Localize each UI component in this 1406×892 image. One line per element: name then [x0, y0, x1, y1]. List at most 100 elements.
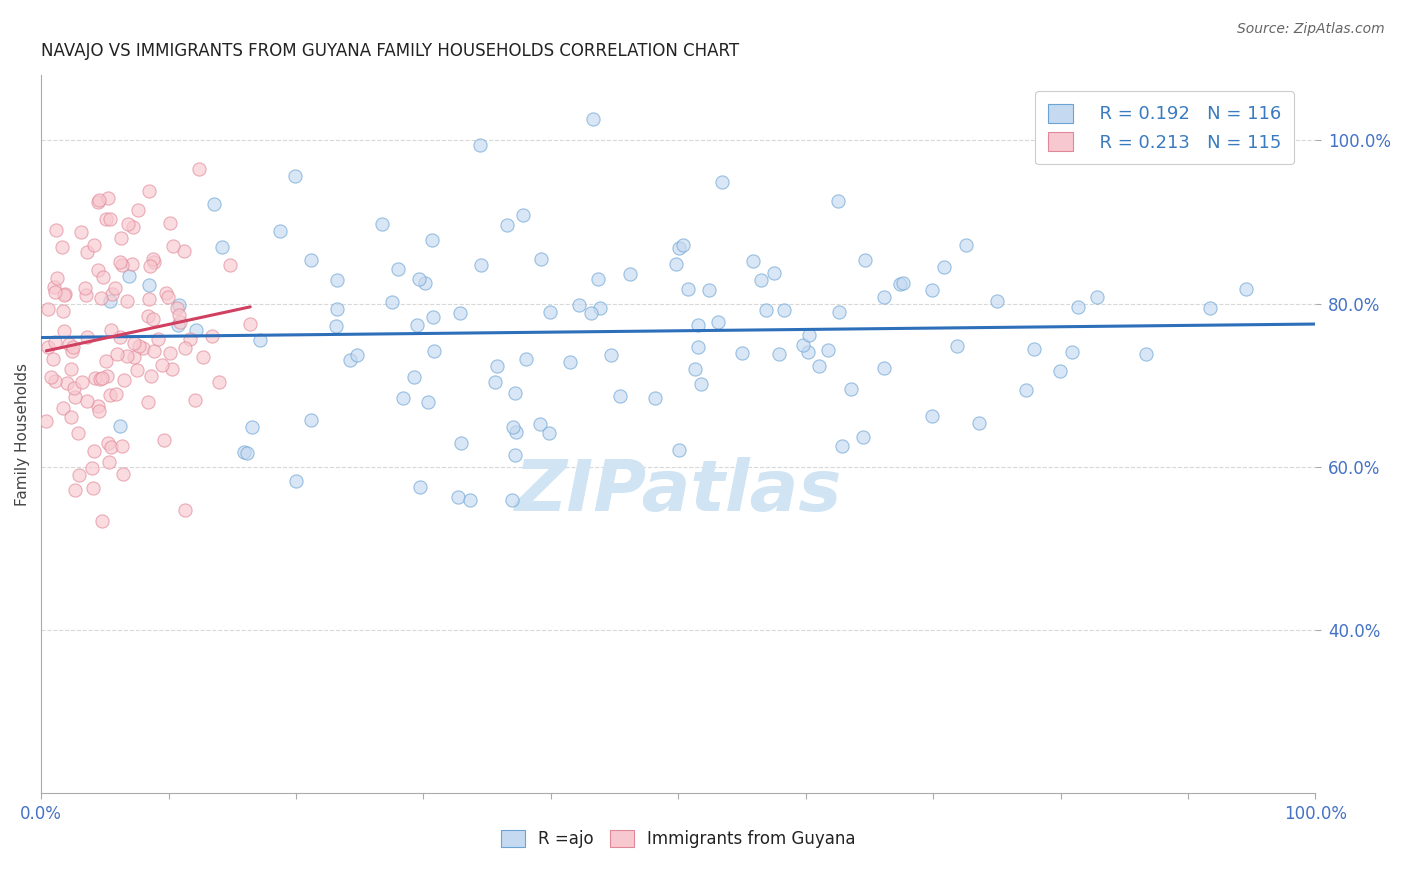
Point — [76, 329, 98, 343]
Point — [586, 272, 609, 286]
Point — [409, 480, 432, 494]
Point — [51, 239, 73, 253]
Point — [339, 353, 361, 368]
Point — [56, 376, 79, 391]
Point — [422, 310, 444, 325]
Point — [63, 483, 86, 497]
Point — [122, 220, 145, 235]
Point — [505, 425, 527, 440]
Point — [138, 277, 160, 292]
Point — [370, 217, 392, 231]
Point — [89, 372, 111, 386]
Point — [932, 260, 955, 274]
Point — [202, 197, 225, 211]
Point — [42, 351, 65, 366]
Point — [672, 238, 695, 252]
Point — [96, 369, 118, 384]
Point — [156, 290, 179, 304]
Point — [87, 399, 110, 413]
Point — [817, 343, 839, 357]
Point — [53, 288, 76, 302]
Point — [100, 441, 122, 455]
Point — [169, 315, 191, 329]
Point — [762, 267, 785, 281]
Point — [529, 417, 551, 432]
Point — [44, 334, 66, 349]
Point — [1135, 347, 1157, 361]
Point — [159, 216, 181, 230]
Point — [121, 257, 143, 271]
Point — [90, 371, 112, 385]
Point — [138, 292, 160, 306]
Point — [150, 358, 173, 372]
Point — [118, 268, 141, 283]
Point — [501, 493, 523, 508]
Text: NAVAJO VS IMMIGRANTS FROM GUYANA FAMILY HOUSEHOLDS CORRELATION CHART: NAVAJO VS IMMIGRANTS FROM GUYANA FAMILY … — [41, 42, 740, 60]
Point — [458, 493, 481, 508]
Point — [63, 390, 86, 404]
Point — [391, 391, 413, 405]
Point — [668, 241, 690, 255]
Point — [110, 231, 132, 245]
Point — [143, 255, 166, 269]
Point — [52, 401, 75, 415]
Point — [707, 315, 730, 329]
Point — [37, 302, 59, 317]
Point — [82, 482, 104, 496]
Point — [90, 291, 112, 305]
Point — [891, 276, 914, 290]
Point — [80, 460, 103, 475]
Point — [986, 293, 1008, 308]
Point — [450, 436, 472, 450]
Point — [921, 409, 943, 423]
Point — [73, 281, 96, 295]
Point — [325, 318, 347, 333]
Point — [184, 323, 207, 337]
Point — [139, 260, 162, 274]
Point — [98, 388, 121, 402]
Point — [136, 310, 159, 324]
Point — [582, 112, 605, 126]
Point — [100, 323, 122, 337]
Point — [138, 184, 160, 198]
Point — [792, 338, 814, 352]
Point — [70, 375, 93, 389]
Point — [112, 373, 135, 387]
Point — [211, 240, 233, 254]
Point — [44, 285, 66, 300]
Point — [87, 194, 110, 208]
Point — [159, 345, 181, 359]
Point — [117, 217, 139, 231]
Point — [37, 340, 59, 354]
Point — [108, 330, 131, 344]
Point — [755, 302, 778, 317]
Point — [644, 391, 666, 405]
Point — [122, 335, 145, 350]
Point — [827, 194, 849, 208]
Point — [46, 271, 69, 285]
Point — [83, 443, 105, 458]
Point — [94, 211, 117, 226]
Point — [142, 343, 165, 358]
Point — [889, 277, 911, 291]
Point — [75, 288, 97, 302]
Point — [45, 223, 67, 237]
Point — [423, 343, 446, 358]
Point — [152, 434, 174, 448]
Point — [768, 347, 790, 361]
Point — [387, 261, 409, 276]
Point — [299, 412, 322, 426]
Point — [742, 253, 765, 268]
Point — [406, 318, 429, 332]
Point — [162, 239, 184, 253]
Point — [111, 258, 134, 272]
Point — [1015, 384, 1038, 398]
Point — [668, 442, 690, 457]
Point — [60, 362, 83, 376]
Point — [98, 455, 121, 469]
Point — [62, 381, 84, 395]
Point — [100, 293, 122, 308]
Point — [686, 318, 709, 332]
Point — [166, 301, 188, 315]
Point — [101, 287, 124, 301]
